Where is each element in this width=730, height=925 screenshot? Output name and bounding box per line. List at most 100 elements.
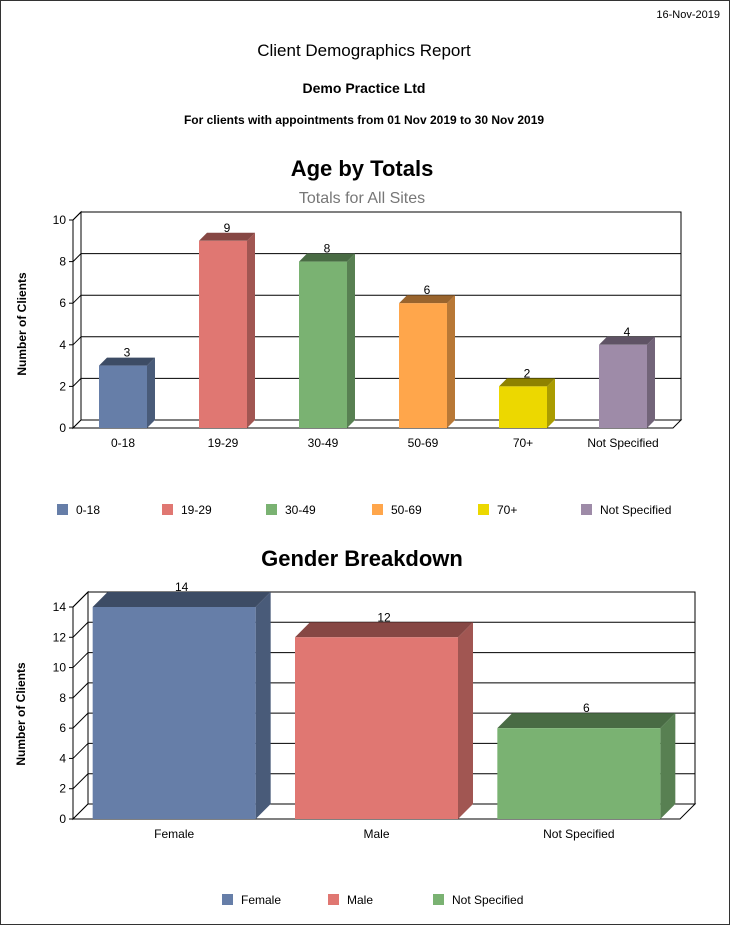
age-category-label: 19-29	[208, 436, 239, 450]
age-bar-top	[599, 336, 655, 345]
gender-bar-top	[92, 592, 271, 607]
age-legend-label: 50-69	[391, 503, 422, 517]
age-bar-top	[499, 378, 555, 387]
gender-data-label: 6	[583, 701, 590, 715]
age-bar	[99, 365, 147, 428]
age-legend-swatch	[581, 504, 592, 515]
age-ytick-label: 6	[59, 296, 66, 310]
gender-gridline-side	[72, 591, 89, 608]
age-ytick-label: 2	[59, 379, 66, 393]
gender-ytick-label: 14	[53, 600, 67, 614]
gender-chart-title: Gender Breakdown	[261, 546, 463, 571]
age-gridline-side	[72, 211, 82, 221]
gender-gridline-side	[72, 773, 89, 790]
gender-bar	[92, 607, 256, 819]
age-legend-swatch	[372, 504, 383, 515]
gender-legend-swatch	[328, 894, 339, 905]
gender-category-label: Male	[363, 827, 389, 841]
age-legend-label: 70+	[497, 503, 517, 517]
gender-gridline-side	[72, 621, 89, 638]
gender-chart: 0 2 4 6 8 10 12 14 14 Female 12 Male 6 Not Specified F…	[53, 580, 697, 907]
age-gridline-side	[72, 336, 82, 346]
age-legend-swatch	[478, 504, 489, 515]
age-legend-label: 30-49	[285, 503, 316, 517]
age-legend-swatch	[162, 504, 173, 515]
age-category-label: 50-69	[408, 436, 439, 450]
age-bar-top	[299, 253, 355, 262]
age-legend-label: Not Specified	[600, 503, 671, 517]
gender-ytick-label: 4	[59, 751, 66, 765]
gender-left-wall	[72, 590, 89, 821]
report-title: Client Demographics Report	[257, 41, 471, 60]
gender-legend-label: Female	[241, 893, 281, 907]
age-bar	[199, 240, 247, 428]
gender-bar-side	[255, 592, 271, 819]
age-data-label: 3	[124, 346, 131, 360]
age-category-label: 0-18	[111, 436, 135, 450]
age-gridline-side	[72, 253, 82, 262]
gender-category-label: Not Specified	[543, 827, 614, 841]
age-ytick-label: 4	[59, 338, 66, 352]
age-legend-swatch	[266, 504, 277, 515]
age-ytick-label: 8	[59, 255, 66, 269]
age-ytick-label: 0	[59, 421, 66, 435]
age-floor	[71, 419, 683, 429]
gender-data-label: 12	[377, 610, 391, 624]
gender-gridline-side	[72, 712, 89, 729]
gender-ytick-label: 10	[53, 661, 67, 675]
gender-bar-side	[458, 622, 473, 819]
age-bar-side	[147, 357, 155, 428]
age-back-wall	[80, 211, 682, 421]
age-bar	[399, 303, 447, 428]
gender-category-label: Female	[154, 827, 194, 841]
gender-ytick-label: 0	[59, 812, 66, 826]
age-category-label: 70+	[513, 436, 533, 450]
gender-gridline-side	[72, 743, 89, 759]
age-bar-side	[647, 336, 655, 428]
gender-legend-swatch	[433, 894, 444, 905]
gender-gridline-side	[72, 682, 89, 699]
gender-ytick-label: 12	[53, 630, 67, 644]
gender-bar	[295, 637, 458, 819]
age-chart: 0 2 4 6 8 10 3 0-18 9 19-29 8 30-49 6 50-69 2 70+ 4 Not S…	[53, 210, 683, 517]
gender-legend-swatch	[222, 894, 233, 905]
gender-ytick-label: 2	[59, 782, 66, 796]
age-bar-top	[199, 232, 255, 241]
age-chart-title: Age by Totals	[291, 156, 434, 181]
age-bar	[599, 344, 647, 428]
age-legend-label: 0-18	[76, 503, 100, 517]
age-bar-side	[547, 378, 555, 428]
age-ytick-label: 10	[53, 213, 67, 227]
gender-chart-ylabel: Number of Clients	[14, 662, 28, 766]
age-gridline-side	[72, 378, 82, 387]
age-bar-top	[399, 295, 455, 304]
gender-bar-top	[295, 622, 473, 638]
age-data-label: 4	[624, 325, 631, 339]
age-bar	[499, 386, 547, 428]
age-bar-side	[347, 253, 355, 428]
gender-gridline-side	[72, 652, 89, 668]
age-chart-ylabel: Number of Clients	[15, 272, 29, 376]
gender-data-label: 14	[175, 580, 189, 594]
age-bar-side	[447, 295, 455, 428]
age-category-label: 30-49	[308, 436, 339, 450]
gender-ytick-label: 8	[59, 691, 66, 705]
gender-bar	[497, 728, 661, 819]
age-bar-side	[247, 232, 255, 428]
age-chart-subtitle: Totals for All Sites	[299, 190, 425, 207]
age-data-label: 6	[424, 283, 431, 297]
age-bar-top	[99, 357, 155, 366]
gender-bar-side	[660, 713, 676, 819]
report-date: 16-Nov-2019	[656, 9, 720, 21]
age-left-wall	[72, 210, 82, 430]
gender-bar-top	[497, 713, 676, 729]
gender-ytick-label: 6	[59, 721, 66, 735]
age-legend-label: 19-29	[181, 503, 212, 517]
age-data-label: 8	[324, 242, 331, 256]
gender-legend-label: Male	[347, 893, 373, 907]
gender-legend-label: Not Specified	[452, 893, 523, 907]
practice-name: Demo Practice Ltd	[302, 80, 426, 96]
age-bar	[299, 261, 347, 428]
age-category-label: Not Specified	[587, 436, 658, 450]
